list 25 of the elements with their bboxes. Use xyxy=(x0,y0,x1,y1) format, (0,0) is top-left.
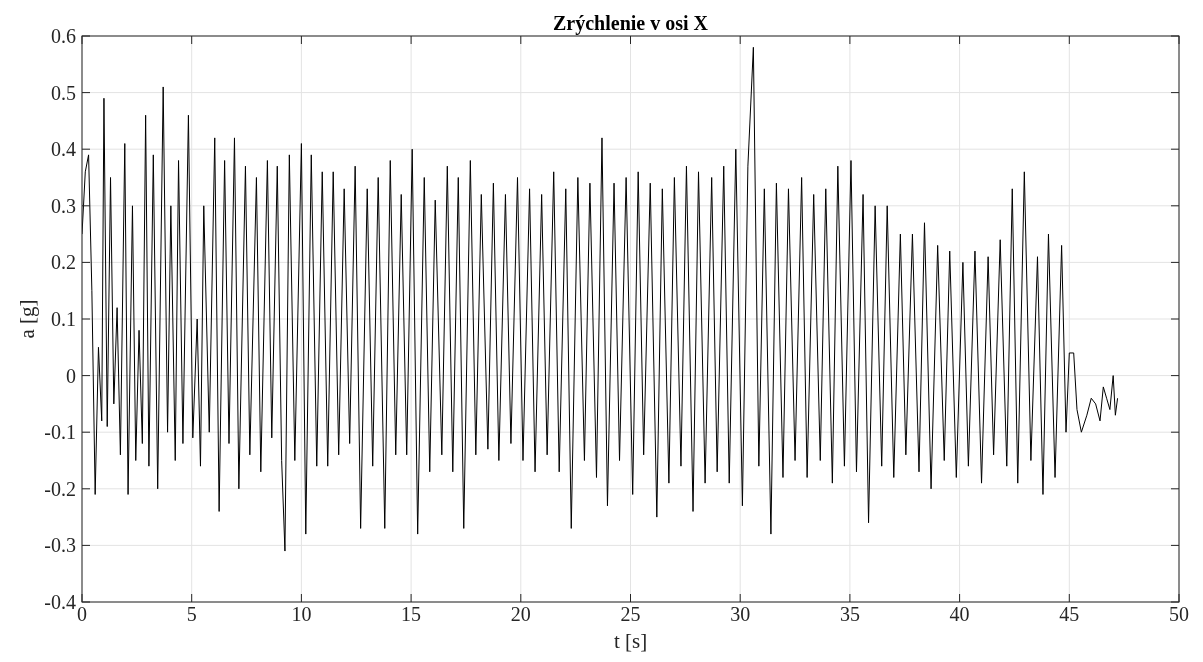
y-tick-label: 0.5 xyxy=(51,81,76,104)
y-tick-label: 0 xyxy=(66,364,76,387)
x-tick-label: 35 xyxy=(839,603,860,625)
x-tick-label: 10 xyxy=(291,603,312,625)
y-tick-label: 0.4 xyxy=(51,138,76,161)
chart-title: Zrýchlenie v osi X xyxy=(553,12,709,35)
y-tick-label: -0.4 xyxy=(44,591,76,613)
y-tick-label: -0.1 xyxy=(44,421,76,444)
x-axis-title: t [s] xyxy=(613,629,648,653)
y-tick-label: -0.3 xyxy=(44,534,76,557)
x-tick-label: 20 xyxy=(510,603,531,625)
y-tick-label: -0.2 xyxy=(44,477,76,500)
x-tick-label: 15 xyxy=(401,603,422,625)
x-tick-label: 25 xyxy=(620,603,641,625)
line-series xyxy=(82,46,1119,552)
y-tick-label: 0.2 xyxy=(51,251,76,274)
x-tick-label: 50 xyxy=(1169,603,1189,625)
y-tick-label: 0.3 xyxy=(51,194,76,217)
x-tick-label: 40 xyxy=(949,603,970,625)
y-tick-label: 0.1 xyxy=(51,308,76,330)
y-axis-title: a [g] xyxy=(15,299,39,339)
x-tick-label: 30 xyxy=(730,603,751,625)
x-tick-label: 45 xyxy=(1059,603,1080,625)
y-tick-label: 0.6 xyxy=(51,25,76,47)
x-tick-label: 5 xyxy=(186,603,197,625)
